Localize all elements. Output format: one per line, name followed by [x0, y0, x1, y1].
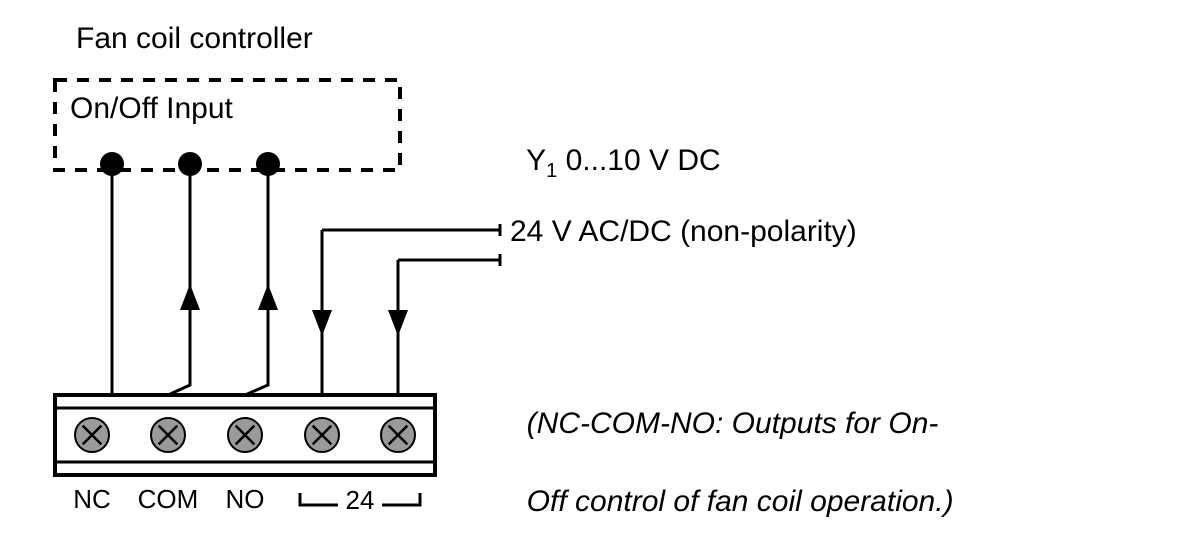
y1-label: Y1 0...10 V DC	[510, 110, 721, 183]
y1-sub: 1	[546, 160, 557, 182]
arrow-head-icon	[388, 310, 408, 336]
terminal-label: COM	[138, 484, 199, 514]
wire	[245, 164, 268, 395]
y1-y: Y	[526, 144, 546, 177]
terminal-label: NO	[226, 484, 265, 514]
wire	[168, 164, 190, 395]
supply-label: 24 V AC/DC (non-polarity)	[510, 215, 857, 249]
note-label: (NC-COM-NO: Outputs for On- Off control …	[510, 365, 954, 521]
terminal-label: NC	[73, 484, 111, 514]
onoff-label: On/Off Input	[70, 92, 233, 126]
note-line1: (NC-COM-NO: Outputs for On-	[527, 407, 939, 440]
note-line2: Off control of fan coil operation.)	[527, 485, 954, 518]
arrow-head-icon	[180, 284, 200, 310]
arrow-head-icon	[312, 310, 332, 336]
twentyfour-label: 24	[346, 485, 375, 515]
title-label: Fan coil controller	[76, 22, 313, 56]
arrow-head-icon	[258, 284, 278, 310]
y1-rest: 0...10 V DC	[557, 144, 720, 177]
